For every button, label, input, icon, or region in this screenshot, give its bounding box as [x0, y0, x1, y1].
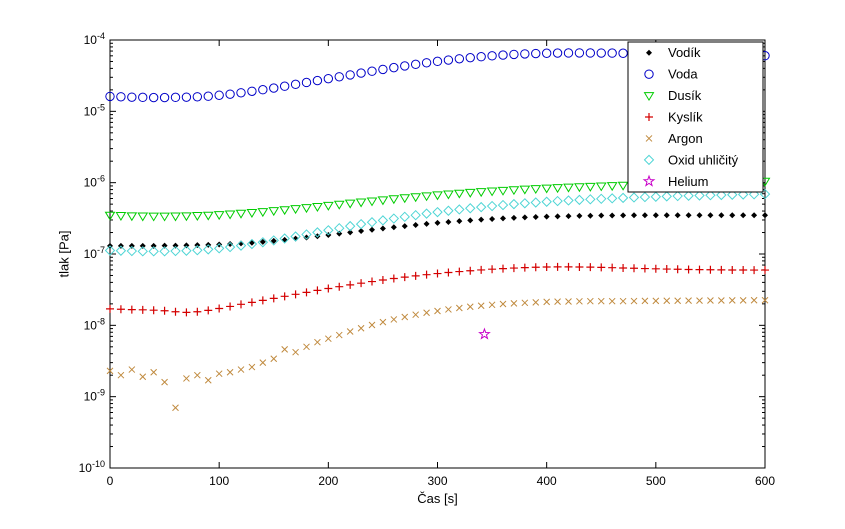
y-tick-label: 10-5: [84, 102, 105, 118]
x-tick-label: 100: [209, 474, 229, 488]
y-tick-label: 10-8: [84, 316, 105, 332]
legend-entry-voda: Voda: [644, 67, 698, 82]
x-tick-label: 600: [755, 474, 775, 488]
series-argon: [106, 296, 769, 412]
legend-label: Dusík: [668, 88, 702, 103]
x-tick-label: 300: [427, 474, 447, 488]
x-tick-label: 500: [646, 474, 666, 488]
x-tick-label: 0: [107, 474, 114, 488]
legend-entry-helium: Helium: [642, 174, 708, 189]
y-tick-label: 10-6: [84, 174, 105, 190]
y-tick-label: 10-4: [84, 31, 105, 47]
series-vodik: [107, 212, 768, 249]
y-tick-label: 10-9: [84, 388, 105, 404]
legend-entry-oxid-uhlicity: Oxid uhličitý: [643, 152, 739, 167]
legend-label: Voda: [668, 67, 698, 82]
legend-entry-argon: Argon: [645, 131, 703, 146]
y-tick-label: 10-10: [79, 459, 105, 475]
legend-label: Helium: [668, 174, 708, 189]
series-kyslik: [106, 262, 769, 317]
legend-entry-kyslik: Kyslík: [645, 110, 703, 125]
y-tick-label: 10-7: [84, 245, 105, 261]
legend-entry-vodik: Vodík: [646, 45, 701, 60]
legend-label: Argon: [668, 131, 703, 146]
x-tick-label: 400: [537, 474, 557, 488]
legend-entry-dusik: Dusík: [643, 88, 702, 103]
legend: Vodík Voda Dusík Kyslík Argon Oxid uhličitý He…: [627, 41, 764, 193]
series-oxid-uhlicity: [104, 188, 771, 257]
series-helium: [478, 327, 491, 340]
legend-label: Vodík: [668, 45, 701, 60]
legend-label: Kyslík: [668, 110, 703, 125]
legend-label: Oxid uhličitý: [668, 152, 739, 167]
x-tick-label: 200: [318, 474, 338, 488]
